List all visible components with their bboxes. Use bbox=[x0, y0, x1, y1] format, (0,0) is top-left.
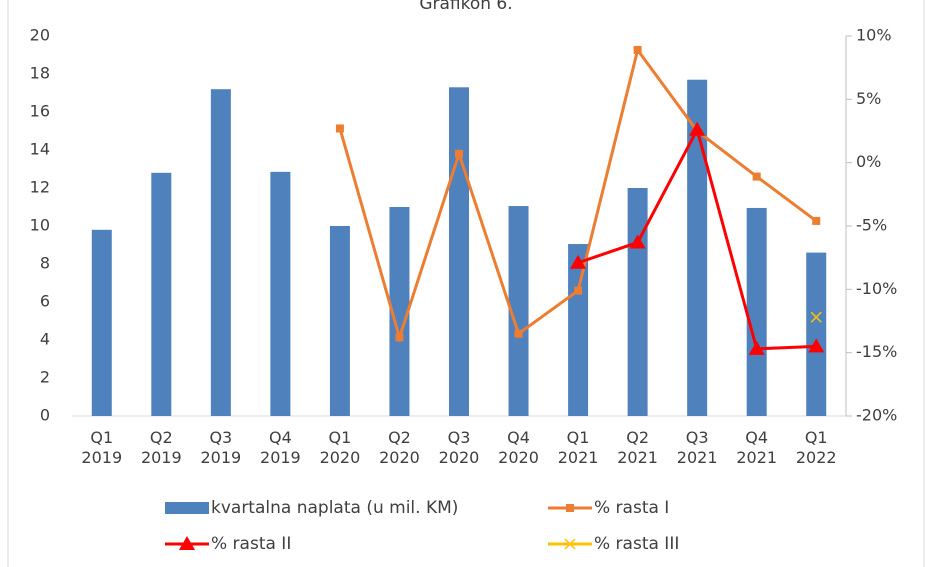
bar bbox=[746, 207, 767, 416]
y-tick-label: 20 bbox=[30, 26, 50, 45]
y-tick-label: 14 bbox=[30, 140, 50, 159]
marker bbox=[812, 216, 821, 225]
y2-tick-label: -5% bbox=[856, 216, 887, 235]
legend-label: % rasta II bbox=[211, 534, 291, 554]
bar bbox=[806, 252, 827, 416]
x-tick-label: Q1 2019 bbox=[81, 428, 122, 467]
y2-tick-label: -20% bbox=[856, 406, 897, 425]
x-tick-label: Q1 2022 bbox=[796, 428, 837, 467]
x-tick-label: Q1 2021 bbox=[558, 428, 599, 467]
x-tick-label: Q2 2021 bbox=[617, 428, 658, 467]
x-tick-label: Q3 2020 bbox=[439, 428, 480, 467]
marker bbox=[455, 149, 463, 158]
bar bbox=[568, 244, 589, 416]
x-tick-label: Q4 2019 bbox=[260, 428, 301, 467]
y2-tick-label: 10% bbox=[856, 26, 892, 45]
x-tick-label: Q2 2020 bbox=[379, 428, 420, 467]
bar bbox=[329, 226, 350, 416]
bar bbox=[449, 87, 469, 417]
marker bbox=[566, 504, 574, 512]
legend-swatch bbox=[165, 502, 209, 514]
y-tick-label: 12 bbox=[30, 178, 50, 197]
marker bbox=[574, 286, 583, 295]
bar bbox=[508, 206, 529, 416]
x-tick-label: Q3 2019 bbox=[200, 428, 241, 467]
y-tick-label: 4 bbox=[40, 330, 50, 349]
y2-tick-label: 5% bbox=[856, 89, 881, 108]
marker bbox=[570, 254, 587, 269]
marker bbox=[808, 338, 825, 353]
marker bbox=[748, 340, 765, 355]
y-tick-label: 16 bbox=[30, 102, 50, 121]
marker bbox=[633, 45, 642, 54]
y2-tick-label: 0% bbox=[856, 152, 881, 171]
bar bbox=[210, 89, 231, 416]
y-tick-label: 6 bbox=[40, 292, 50, 311]
marker bbox=[689, 121, 706, 136]
marker bbox=[395, 333, 404, 342]
y2-tick-label: -10% bbox=[856, 279, 897, 298]
legend-label: % rasta III bbox=[594, 534, 679, 554]
bar bbox=[151, 172, 172, 416]
marker bbox=[335, 124, 344, 133]
chart-frame bbox=[7, 0, 925, 567]
bar bbox=[91, 229, 112, 416]
bar bbox=[687, 79, 708, 416]
marker bbox=[514, 329, 523, 338]
x-tick-label: Q4 2020 bbox=[498, 428, 539, 467]
bar bbox=[389, 207, 410, 416]
chart-title: Grafikon 6. bbox=[419, 0, 512, 14]
marker bbox=[179, 536, 195, 550]
marker bbox=[810, 311, 822, 323]
y-tick-label: 8 bbox=[40, 254, 50, 273]
y-tick-label: 10 bbox=[30, 216, 50, 235]
legend-label: % rasta I bbox=[594, 498, 669, 518]
y2-tick-label: -15% bbox=[856, 342, 897, 361]
legend-label: kvartalna naplata (u mil. KM) bbox=[211, 498, 458, 518]
marker bbox=[752, 172, 761, 181]
x-tick-label: Q2 2019 bbox=[141, 428, 182, 467]
x-tick-label: Q4 2021 bbox=[736, 428, 777, 467]
y-tick-label: 2 bbox=[40, 368, 50, 387]
marker bbox=[564, 538, 576, 550]
bar bbox=[627, 188, 648, 416]
marker bbox=[629, 234, 646, 249]
x-tick-label: Q1 2020 bbox=[320, 428, 361, 467]
x-tick-label: Q3 2021 bbox=[677, 428, 718, 467]
y-tick-label: 0 bbox=[40, 406, 50, 425]
y-tick-label: 18 bbox=[30, 64, 50, 83]
bar bbox=[270, 171, 291, 416]
